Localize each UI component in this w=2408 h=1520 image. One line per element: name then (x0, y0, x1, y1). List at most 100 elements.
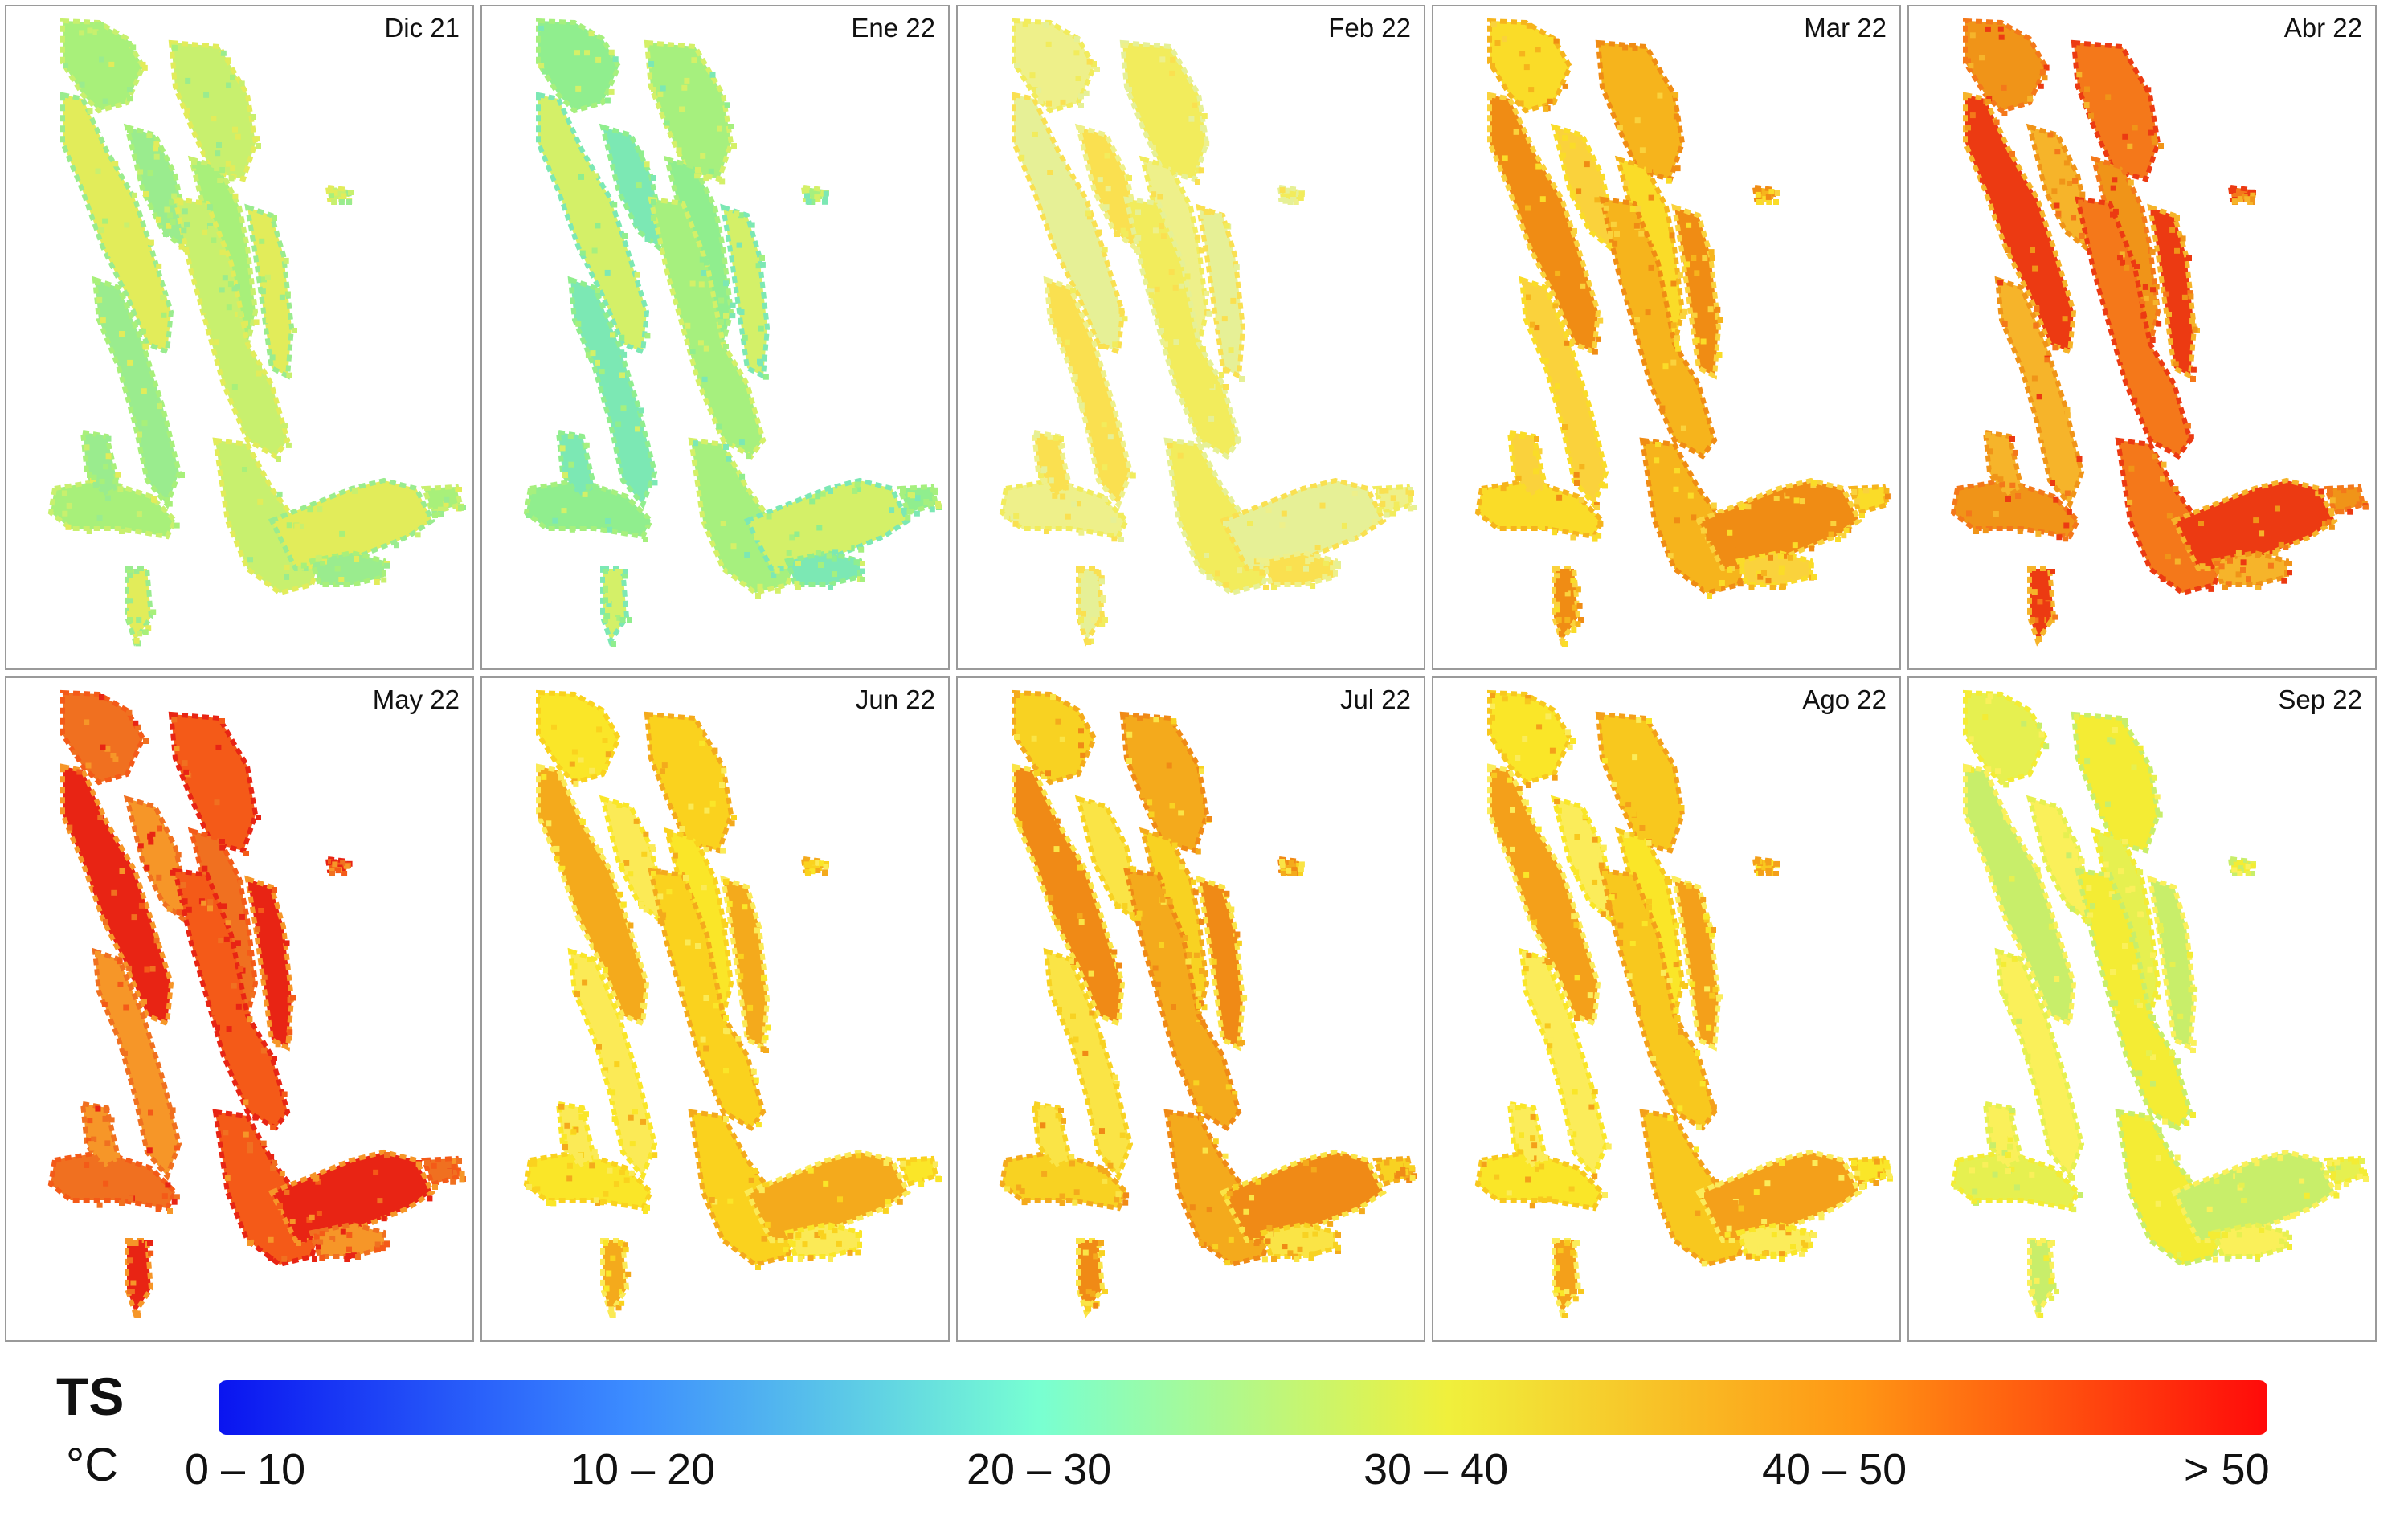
map-pixel (1081, 611, 1086, 617)
map-pixel (1266, 1225, 1273, 1231)
map-pixel (1211, 958, 1217, 965)
map-pixel (1791, 575, 1797, 582)
map-pixel (1372, 519, 1378, 525)
map-pixel (1224, 1194, 1231, 1199)
map-pixel (2034, 1089, 2040, 1096)
map-pixel (1621, 277, 1628, 284)
map-pixel (562, 466, 568, 472)
map-pixel (1094, 67, 1100, 72)
map-pixel (1570, 1249, 1576, 1256)
map-pixel (1758, 869, 1764, 876)
map-region (2071, 711, 2161, 854)
map-pixel (1862, 488, 1869, 494)
map-pixel (1101, 598, 1106, 603)
map-pixel (1595, 336, 1601, 342)
map-pixel (2218, 563, 2225, 570)
map-pixel (2013, 1184, 2020, 1191)
map-pixel (672, 852, 678, 859)
map-pixel (2053, 496, 2059, 503)
map-pixel (242, 467, 247, 472)
map-pixel (2079, 858, 2085, 864)
map-pixel (828, 585, 833, 590)
map-pixel (1968, 63, 1974, 69)
map-pixel (456, 487, 462, 492)
map-region (644, 711, 734, 854)
map-pixel (2043, 1255, 2050, 1261)
map-pixel (1294, 562, 1301, 569)
map-pixel (169, 199, 175, 206)
map-pixel (657, 91, 664, 97)
map-pixel (603, 763, 608, 770)
map-pixel (1568, 828, 1574, 835)
map-pixel (232, 193, 239, 199)
map-pixel (268, 1154, 275, 1160)
map-pixel (591, 1149, 598, 1155)
map-pixel (822, 871, 828, 876)
map-pixel (346, 539, 353, 545)
map-pixel (2347, 509, 2353, 515)
map-pixel (1779, 1251, 1785, 1257)
map-pixel (95, 434, 101, 440)
map-pixel (1709, 992, 1715, 999)
map-pixel (1177, 937, 1184, 943)
map-pixel (1100, 595, 1106, 601)
map-pixel (1992, 1171, 1998, 1178)
map-pixel (133, 1240, 139, 1246)
map-pixel (1602, 483, 1608, 489)
map-pixel (178, 243, 185, 250)
map-pixel (1059, 1200, 1065, 1206)
map-pixel (1574, 834, 1580, 840)
map-pixel (713, 227, 720, 234)
map-pixel (1785, 491, 1792, 497)
map-pixel (1193, 1080, 1200, 1086)
map-pixel (2155, 1155, 2161, 1161)
map-pixel (1054, 771, 1061, 778)
map-pixel (2050, 480, 2055, 486)
map-pixel (225, 57, 231, 63)
map-pixel (105, 435, 112, 442)
map-pixel (1077, 913, 1083, 919)
map-pixel (1753, 1189, 1760, 1195)
map-pixel (1539, 957, 1545, 963)
map-pixel (1046, 100, 1052, 107)
map-pixel (95, 168, 101, 174)
map-pixel (1598, 714, 1604, 720)
map-pixel (1572, 582, 1578, 588)
map-pixel (1383, 488, 1389, 494)
map-pixel (2333, 1192, 2340, 1199)
map-pixel (1526, 807, 1532, 813)
map-pixel (214, 165, 220, 172)
map-pixel (2005, 1168, 2011, 1174)
map-pixel (1198, 167, 1204, 174)
map-region (2323, 484, 2366, 516)
map-pixel (628, 1170, 635, 1176)
map-pixel (110, 753, 117, 758)
map-pixel (1159, 56, 1166, 63)
map-pixel (1700, 338, 1707, 345)
map-pixel (726, 456, 732, 462)
map-pixel (243, 320, 248, 326)
map-pixel (2185, 1174, 2191, 1180)
map-pixel (2150, 952, 2156, 958)
map-pixel (1048, 894, 1054, 901)
map-pixel (2320, 515, 2327, 521)
map-pixel (774, 567, 780, 574)
map-pixel (631, 317, 637, 323)
map-pixel (1780, 583, 1786, 590)
map-pixel (1195, 167, 1201, 174)
map-pixel (1517, 1149, 1523, 1155)
map-pixel (94, 22, 100, 28)
map-pixel (1686, 882, 1692, 889)
map-pixel (1982, 1166, 1989, 1172)
map-pixel (346, 1232, 353, 1238)
map-pixel (2325, 519, 2332, 525)
map-pixel (284, 564, 290, 570)
map-pixel (2032, 265, 2038, 272)
map-pixel (1237, 567, 1243, 574)
map-pixel (272, 988, 278, 994)
map-pixel (2222, 1207, 2228, 1214)
map-pixel (155, 216, 161, 223)
map-pixel (569, 761, 575, 767)
map-pixel (809, 498, 816, 505)
map-pixel (2013, 223, 2019, 230)
